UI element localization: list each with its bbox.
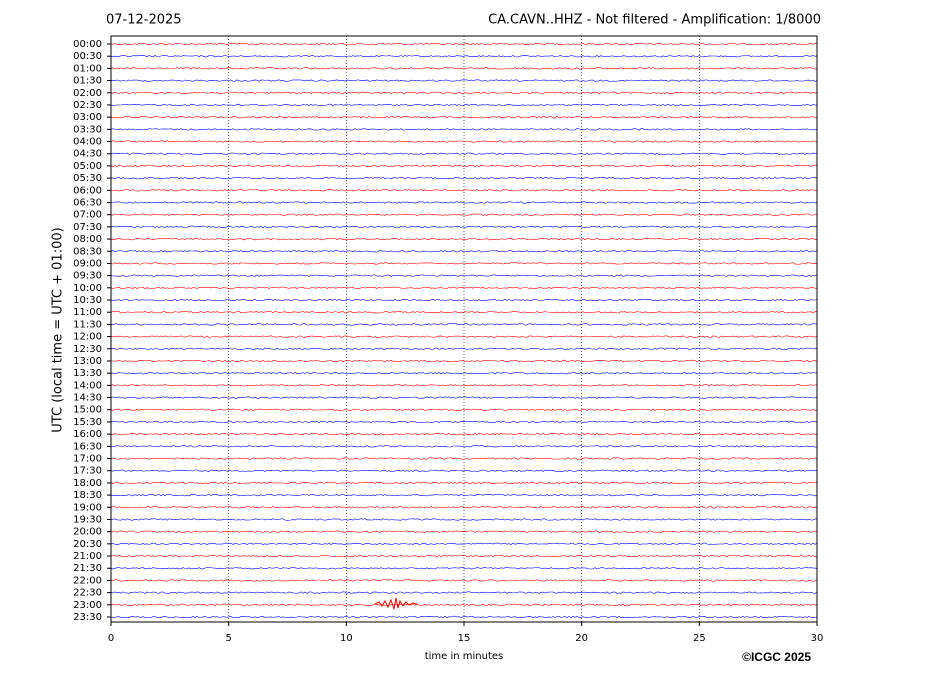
trace (110, 579, 818, 582)
trace (110, 250, 818, 253)
y-tick-label: 00:30 (73, 51, 102, 62)
trace (110, 445, 818, 448)
y-tick-label: 11:30 (73, 319, 102, 330)
trace (110, 237, 818, 241)
y-tick-label: 18:00 (73, 478, 102, 489)
y-tick-label: 07:30 (73, 222, 102, 233)
y-tick-label: 04:00 (73, 137, 102, 148)
y-tick-label: 19:30 (73, 514, 102, 525)
trace (110, 591, 818, 594)
y-tick-label: 21:30 (73, 563, 102, 574)
trace (110, 79, 818, 82)
x-tick-label: 20 (575, 633, 588, 644)
y-tick-label: 00:00 (73, 39, 102, 50)
trace (110, 42, 818, 46)
trace (110, 615, 818, 619)
x-axis-label: time in minutes (425, 651, 504, 662)
y-tick-label: 22:30 (73, 588, 102, 599)
trace (110, 432, 817, 436)
y-tick-label: 21:00 (73, 551, 102, 562)
x-tick-label: 15 (458, 633, 471, 644)
chart-title: CA.CAVN..HHZ - Not filtered - Amplificat… (488, 13, 821, 28)
y-tick-label: 06:00 (73, 185, 102, 196)
x-tick-label: 0 (108, 633, 114, 644)
trace (110, 55, 818, 58)
y-tick-label: 22:00 (73, 575, 102, 586)
trace (110, 225, 818, 229)
y-tick-label: 14:30 (73, 393, 102, 404)
y-tick-label: 18:30 (73, 490, 102, 501)
trace (110, 603, 818, 606)
y-tick-label: 17:30 (73, 466, 102, 477)
y-tick-label: 05:00 (73, 161, 102, 172)
y-tick-label: 09:00 (73, 258, 102, 269)
y-tick-label: 05:30 (73, 173, 102, 184)
y-tick-label: 10:00 (73, 283, 102, 294)
y-tick-label: 04:30 (73, 149, 102, 160)
y-tick-label: 15:00 (73, 405, 102, 416)
y-tick-label: 02:00 (73, 88, 102, 99)
trace (110, 396, 818, 399)
y-tick-label: 08:30 (73, 246, 102, 257)
y-tick-label: 23:00 (73, 600, 102, 611)
x-tick-label: 30 (811, 633, 824, 644)
y-tick-label: 16:30 (73, 441, 102, 452)
y-tick-label: 12:00 (73, 332, 102, 343)
y-tick-label: 03:30 (73, 124, 102, 135)
y-tick-label: 12:30 (73, 344, 102, 355)
y-tick-label: 17:00 (73, 454, 102, 465)
y-tick-label: 03:00 (73, 112, 102, 123)
y-tick-label: 10:30 (73, 295, 102, 306)
y-tick-label: 20:00 (73, 527, 102, 538)
x-tick-label: 25 (693, 633, 706, 644)
y-tick-label: 01:00 (73, 63, 102, 74)
date-title: 07-12-2025 (106, 13, 182, 28)
y-tick-label: 06:30 (73, 197, 102, 208)
y-tick-label: 20:30 (73, 539, 102, 550)
y-tick-label: 13:00 (73, 356, 102, 367)
trace (110, 567, 818, 570)
y-tick-label: 02:30 (73, 100, 102, 111)
x-tick-label: 10 (340, 633, 353, 644)
y-axis-label: UTC (local time = UTC + 01:00) (51, 227, 66, 432)
y-tick-label: 19:00 (73, 502, 102, 513)
y-tick-label: 23:30 (73, 612, 102, 623)
y-tick-label: 13:30 (73, 368, 102, 379)
credit: ©ICGC 2025 (742, 650, 811, 664)
trace (110, 67, 818, 70)
y-tick-label: 01:30 (73, 76, 102, 87)
y-tick-label: 09:30 (73, 271, 102, 282)
trace (110, 274, 818, 277)
trace (110, 213, 818, 216)
trace (110, 408, 818, 411)
y-tick-label: 07:00 (73, 210, 102, 221)
y-tick-label: 15:30 (73, 417, 102, 428)
trace (110, 469, 818, 472)
y-tick-label: 08:00 (73, 234, 102, 245)
x-tick-label: 5 (225, 633, 231, 644)
trace (110, 262, 818, 265)
trace (110, 420, 818, 424)
y-tick-label: 14:00 (73, 380, 102, 391)
y-tick-label: 11:00 (73, 307, 102, 318)
y-tick-label: 16:00 (73, 429, 102, 440)
seismic-event (374, 597, 418, 610)
